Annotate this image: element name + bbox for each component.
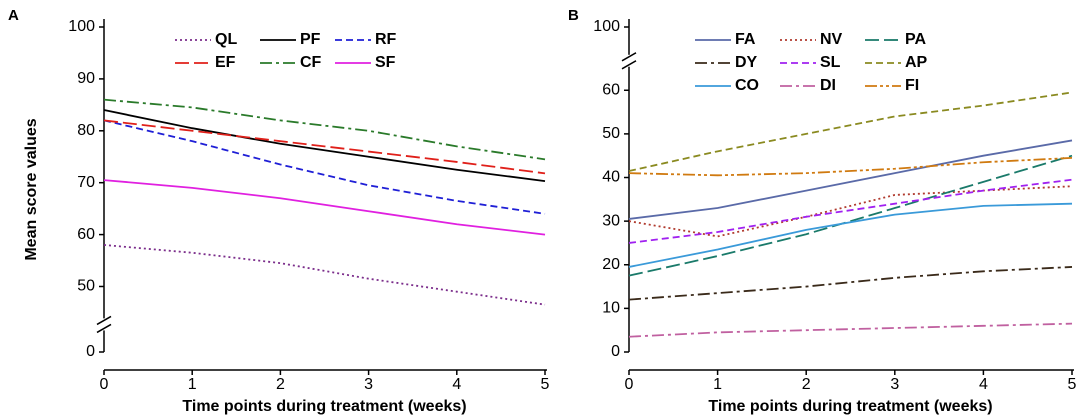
legend-label: DI [820, 77, 836, 94]
x-tick-label: 2 [802, 376, 811, 393]
series-line [628, 322, 1073, 338]
legend-label: CO [735, 77, 759, 94]
y-tick-label: 50 [77, 278, 95, 295]
series-line [628, 266, 1073, 301]
series-line [628, 139, 1073, 220]
x-tick-label: 3 [890, 376, 899, 393]
x-axis-label: Time points during treatment (weeks) [182, 398, 466, 415]
legend-label: PF [300, 31, 321, 48]
y-tick-label: 30 [602, 212, 620, 229]
x-tick-label: 1 [188, 376, 197, 393]
x-tick-label: 5 [541, 376, 550, 393]
legend-label: SF [375, 54, 396, 71]
y-tick-label: 60 [77, 226, 95, 243]
panel-label: A [8, 7, 19, 24]
y-tick-label: 40 [602, 169, 620, 186]
y-axis-label: Mean score values [23, 118, 40, 260]
axis-break [96, 315, 112, 326]
axis-break [621, 52, 637, 62]
y-tick-label: 90 [77, 70, 95, 87]
series-line [628, 91, 1073, 172]
x-tick-label: 4 [979, 376, 988, 393]
axis-break [96, 323, 112, 334]
legend-label: PA [905, 31, 926, 48]
legend-label: NV [820, 31, 843, 48]
x-axis-label: Time points during treatment (weeks) [708, 398, 992, 415]
legend-label: SL [820, 54, 841, 71]
series-line [628, 154, 1073, 277]
legend-label: EF [215, 54, 236, 71]
axis-break [621, 60, 637, 70]
series-line [103, 119, 546, 175]
x-tick-label: 3 [364, 376, 373, 393]
x-tick-label: 1 [713, 376, 722, 393]
y-tick-label: 10 [602, 300, 620, 317]
x-tick-label: 4 [452, 376, 461, 393]
legend-label: FA [735, 31, 756, 48]
y-tick-label: 0 [611, 343, 620, 360]
legend-label: FI [905, 77, 919, 94]
panel-label: B [568, 7, 579, 24]
series-line [103, 98, 546, 161]
y-tick-label: 100 [593, 18, 620, 35]
x-tick-label: 2 [276, 376, 285, 393]
y-tick-label: 50 [602, 125, 620, 142]
legend-label: RF [375, 31, 397, 48]
y-tick-label: 80 [77, 122, 95, 139]
series-line [628, 156, 1073, 177]
y-tick-label: 20 [602, 256, 620, 273]
series-line [103, 244, 546, 306]
legend-label: CF [300, 54, 322, 71]
legend-label: QL [215, 31, 237, 48]
x-tick-label: 5 [1068, 376, 1077, 393]
series-line [103, 109, 546, 183]
x-tick-label: 0 [100, 376, 109, 393]
y-tick-label: 0 [86, 343, 95, 360]
y-tick-label: 60 [602, 81, 620, 98]
y-tick-label: 100 [68, 18, 95, 35]
series-line [628, 202, 1073, 268]
x-tick-label: 0 [625, 376, 634, 393]
y-tick-label: 70 [77, 174, 95, 191]
series-line [103, 179, 546, 236]
legend-label: AP [905, 54, 928, 71]
series-line [628, 185, 1073, 238]
legend-label: DY [735, 54, 758, 71]
series-line [628, 178, 1073, 244]
series-line [103, 119, 546, 215]
